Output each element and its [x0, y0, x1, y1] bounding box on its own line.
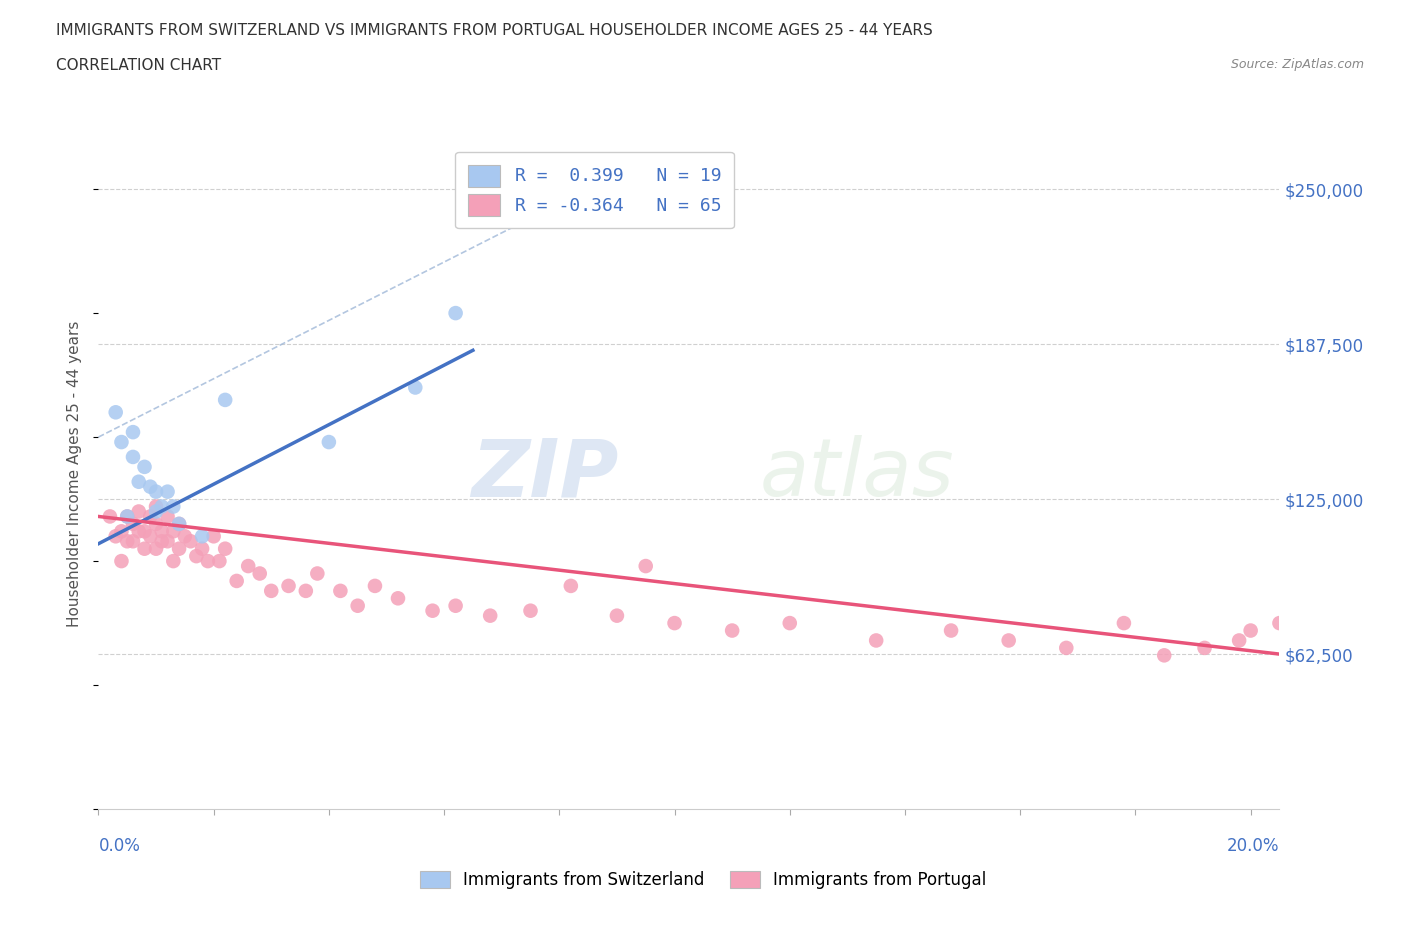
Point: [519, 604, 541, 618]
Point: [150, 534, 173, 549]
Legend: Immigrants from Switzerland, Immigrants from Portugal: Immigrants from Switzerland, Immigrants …: [413, 864, 993, 896]
Point: [479, 608, 502, 623]
Point: [997, 633, 1019, 648]
Point: [1268, 616, 1291, 631]
Point: [364, 578, 387, 593]
Legend: R =  0.399   N = 19, R = -0.364   N = 65: R = 0.399 N = 19, R = -0.364 N = 65: [456, 152, 734, 229]
Point: [156, 485, 179, 499]
Y-axis label: Householder Income Ages 25 - 44 years: Householder Income Ages 25 - 44 years: [67, 321, 83, 628]
Point: [186, 549, 208, 564]
Point: [191, 529, 214, 544]
Point: [134, 524, 156, 538]
Point: [1279, 633, 1302, 648]
Point: [225, 574, 247, 589]
Point: [110, 524, 132, 538]
Point: [167, 516, 190, 531]
Point: [156, 509, 179, 524]
Point: [150, 524, 173, 538]
Point: [721, 623, 744, 638]
Point: [115, 534, 138, 549]
Point: [173, 529, 195, 544]
Text: 0.0%: 0.0%: [98, 837, 141, 856]
Point: [98, 509, 121, 524]
Point: [104, 529, 127, 544]
Point: [387, 591, 409, 605]
Point: [664, 616, 686, 631]
Point: [122, 534, 145, 549]
Point: [1227, 633, 1250, 648]
Point: [104, 405, 127, 419]
Point: [180, 534, 202, 549]
Text: ZIP: ZIP: [471, 435, 619, 513]
Point: [122, 516, 145, 531]
Point: [122, 425, 145, 440]
Point: [110, 434, 132, 449]
Text: atlas: atlas: [759, 435, 955, 513]
Point: [122, 449, 145, 464]
Point: [145, 499, 167, 514]
Point: [139, 479, 162, 494]
Point: [779, 616, 801, 631]
Point: [404, 380, 426, 395]
Point: [560, 578, 582, 593]
Text: IMMIGRANTS FROM SWITZERLAND VS IMMIGRANTS FROM PORTUGAL HOUSEHOLDER INCOME AGES : IMMIGRANTS FROM SWITZERLAND VS IMMIGRANT…: [56, 23, 934, 38]
Point: [134, 541, 156, 556]
Point: [139, 509, 162, 524]
Point: [1054, 641, 1077, 656]
Point: [145, 485, 167, 499]
Point: [162, 499, 184, 514]
Point: [346, 598, 368, 613]
Point: [134, 459, 156, 474]
Point: [238, 559, 260, 574]
Point: [202, 529, 225, 544]
Point: [162, 524, 184, 538]
Point: [318, 434, 340, 449]
Point: [1112, 616, 1135, 631]
Point: [214, 541, 236, 556]
Point: [145, 504, 167, 519]
Point: [444, 306, 467, 321]
Point: [128, 524, 150, 538]
Point: [115, 509, 138, 524]
Point: [307, 566, 329, 581]
Point: [444, 598, 467, 613]
Point: [197, 553, 219, 568]
Point: [145, 516, 167, 531]
Point: [634, 559, 657, 574]
Point: [167, 541, 190, 556]
Point: [110, 553, 132, 568]
Point: [139, 529, 162, 544]
Text: 20.0%: 20.0%: [1227, 837, 1279, 856]
Point: [128, 474, 150, 489]
Text: CORRELATION CHART: CORRELATION CHART: [56, 58, 221, 73]
Point: [191, 541, 214, 556]
Point: [150, 499, 173, 514]
Point: [939, 623, 962, 638]
Point: [145, 541, 167, 556]
Point: [156, 534, 179, 549]
Point: [260, 583, 283, 598]
Point: [295, 583, 318, 598]
Point: [214, 392, 236, 407]
Point: [277, 578, 299, 593]
Point: [1240, 623, 1263, 638]
Point: [167, 516, 190, 531]
Point: [1153, 648, 1175, 663]
Point: [115, 509, 138, 524]
Point: [1194, 641, 1216, 656]
Point: [865, 633, 887, 648]
Point: [249, 566, 271, 581]
Point: [606, 608, 628, 623]
Point: [422, 604, 444, 618]
Point: [162, 553, 184, 568]
Text: Source: ZipAtlas.com: Source: ZipAtlas.com: [1230, 58, 1364, 71]
Point: [128, 504, 150, 519]
Point: [208, 553, 231, 568]
Point: [329, 583, 352, 598]
